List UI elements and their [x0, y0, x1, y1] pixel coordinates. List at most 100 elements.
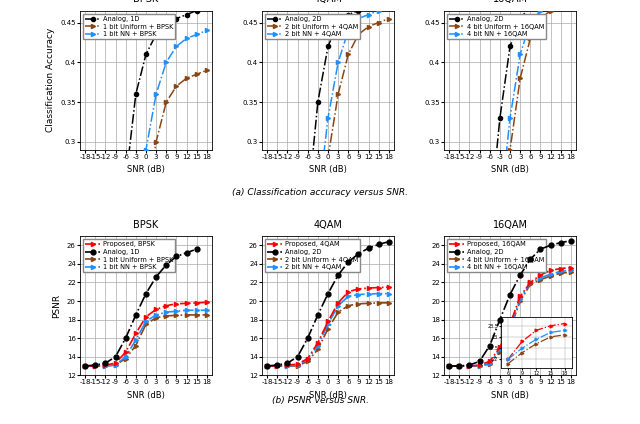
1 bit NN + BPSK	[102, 297, 109, 302]
Line: Proposed, BPSK: Proposed, BPSK	[83, 300, 209, 368]
4 bit NN + 16QAM	[466, 297, 474, 302]
4 bit NN + 16QAM	[547, 4, 554, 9]
1 bit Uniform + BPSK	[81, 297, 89, 302]
4 bit Uniform + 16QAM	[476, 297, 483, 302]
Analog, 2D	[324, 44, 332, 49]
1 bit Uniform + BPSK	[102, 297, 109, 302]
Proposed, BPSK	[193, 300, 200, 305]
4 bit NN + 16QAM	[506, 115, 514, 120]
Analog, 2D	[456, 297, 463, 302]
4 bit Uniform + 16QAM	[537, 16, 545, 21]
4 bit Uniform + 16QAM	[476, 363, 483, 368]
1 bit Uniform + BPSK	[92, 297, 99, 302]
2 bit NN + 4QAM	[273, 363, 281, 368]
4 bit Uniform + 16QAM	[537, 277, 545, 282]
Title: 16QAM: 16QAM	[493, 0, 527, 4]
1 bit NN + BPSK	[163, 60, 170, 65]
4 bit NN + 16QAM	[537, 8, 545, 13]
Line: 2 bit NN + 4QAM: 2 bit NN + 4QAM	[265, 292, 391, 368]
Analog, 2D	[486, 343, 493, 348]
Analog, 2D	[314, 100, 322, 105]
4 bit Uniform + 16QAM	[527, 36, 534, 41]
1 bit Uniform + BPSK	[182, 312, 190, 318]
2 bit Uniform + 4QAM	[263, 297, 271, 302]
4 bit NN + 16QAM	[506, 324, 514, 329]
Line: Analog, 2D: Analog, 2D	[265, 0, 391, 301]
2 bit Uniform + 4QAM	[284, 297, 291, 302]
1 bit Uniform + BPSK	[122, 356, 129, 361]
X-axis label: SNR (dB): SNR (dB)	[309, 391, 347, 400]
1 bit NN + BPSK	[182, 308, 190, 313]
2 bit Uniform + 4QAM	[324, 326, 332, 332]
2 bit NN + 4QAM	[324, 115, 332, 120]
1 bit NN + BPSK	[152, 92, 160, 97]
4 bit Uniform + 16QAM	[506, 326, 514, 332]
2 bit NN + 4QAM	[365, 292, 372, 297]
4 bit Uniform + 16QAM	[547, 8, 554, 13]
Proposed, 4QAM	[284, 363, 291, 368]
Analog, 2D	[375, 242, 383, 247]
1 bit NN + BPSK	[203, 308, 211, 313]
Proposed, 16QAM	[486, 359, 493, 364]
4 bit NN + 16QAM	[527, 20, 534, 25]
Proposed, 16QAM	[527, 280, 534, 285]
2 bit NN + 4QAM	[284, 363, 291, 368]
4 bit Uniform + 16QAM	[557, 271, 564, 276]
Legend: Analog, 1D, 1 bit Uniform + BPSK, 1 bit NN + BPSK: Analog, 1D, 1 bit Uniform + BPSK, 1 bit …	[83, 14, 175, 39]
2 bit Uniform + 4QAM	[375, 300, 383, 305]
Proposed, BPSK	[203, 300, 211, 305]
Analog, 1D	[92, 363, 99, 368]
Analog, 2D	[263, 363, 271, 368]
Proposed, BPSK	[132, 331, 140, 336]
2 bit Uniform + 4QAM	[375, 20, 383, 25]
2 bit Uniform + 4QAM	[314, 347, 322, 352]
1 bit Uniform + BPSK	[142, 322, 150, 327]
4 bit NN + 16QAM	[476, 297, 483, 302]
2 bit Uniform + 4QAM	[294, 363, 301, 368]
X-axis label: SNR (dB): SNR (dB)	[127, 391, 165, 400]
Analog, 2D	[547, 0, 554, 1]
Analog, 2D	[466, 363, 474, 368]
Line: Proposed, 4QAM: Proposed, 4QAM	[265, 285, 391, 368]
Proposed, BPSK	[163, 303, 170, 308]
2 bit Uniform + 4QAM	[365, 24, 372, 29]
X-axis label: SNR (dB): SNR (dB)	[491, 391, 529, 400]
Analog, 2D	[537, 0, 545, 5]
Proposed, 4QAM	[263, 363, 271, 368]
Analog, 2D	[344, 259, 352, 265]
2 bit NN + 4QAM	[314, 343, 322, 348]
Legend: Analog, 2D, 4 bit Uniform + 16QAM, 4 bit NN + 16QAM: Analog, 2D, 4 bit Uniform + 16QAM, 4 bit…	[447, 14, 546, 39]
Analog, 2D	[294, 282, 301, 287]
1 bit NN + BPSK	[122, 274, 129, 279]
Legend: Analog, 2D, 2 bit Uniform + 4QAM, 2 bit NN + 4QAM: Analog, 2D, 2 bit Uniform + 4QAM, 2 bit …	[266, 14, 360, 39]
1 bit NN + BPSK	[182, 36, 190, 41]
Analog, 1D	[193, 8, 200, 13]
Proposed, 16QAM	[537, 273, 545, 278]
Line: 4 bit NN + 16QAM: 4 bit NN + 16QAM	[447, 0, 573, 301]
Line: 4 bit Uniform + 16QAM: 4 bit Uniform + 16QAM	[447, 270, 573, 368]
Analog, 2D	[567, 238, 575, 243]
2 bit NN + 4QAM	[355, 16, 362, 21]
Proposed, 4QAM	[294, 362, 301, 367]
4 bit NN + 16QAM	[445, 363, 453, 368]
4 bit Uniform + 16QAM	[567, 270, 575, 275]
Line: 4 bit NN + 16QAM: 4 bit NN + 16QAM	[447, 268, 573, 368]
Proposed, BPSK	[122, 349, 129, 354]
2 bit Uniform + 4QAM	[385, 16, 393, 21]
1 bit NN + BPSK	[142, 147, 150, 152]
4 bit Uniform + 16QAM	[506, 147, 514, 152]
Title: 16QAM: 16QAM	[493, 220, 527, 230]
4 bit Uniform + 16QAM	[466, 363, 474, 368]
Analog, 2D	[527, 4, 534, 9]
Analog, 2D	[476, 290, 483, 296]
Proposed, 4QAM	[365, 285, 372, 290]
1 bit NN + BPSK	[92, 363, 99, 368]
Analog, 1D	[182, 250, 190, 255]
Analog, 1D	[173, 16, 180, 21]
Line: Analog, 2D: Analog, 2D	[447, 238, 573, 368]
2 bit NN + 4QAM	[344, 294, 352, 299]
2 bit Uniform + 4QAM	[314, 235, 322, 240]
1 bit NN + BPSK	[203, 28, 211, 33]
1 bit NN + BPSK	[111, 363, 119, 368]
2 bit NN + 4QAM	[365, 12, 372, 17]
